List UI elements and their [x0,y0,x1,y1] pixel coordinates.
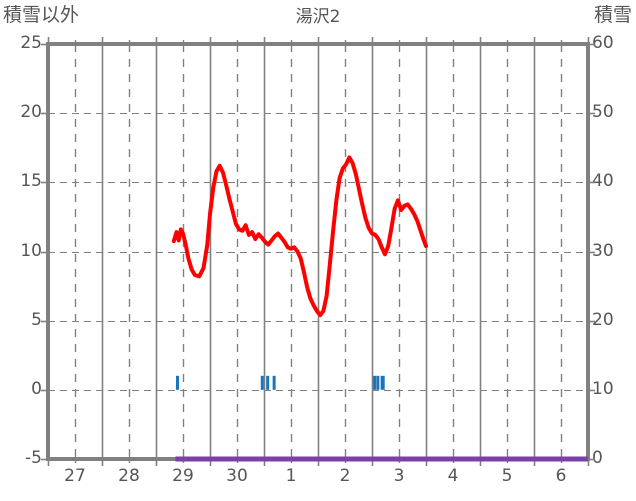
x-tick-5: 5 [501,466,513,486]
snow-depth-line [171,155,428,318]
left-tick-15: 15 [20,171,42,192]
right-tick-50: 50 [592,102,614,123]
left-tick-0: 0 [31,378,42,399]
precipitation-bars [175,375,385,390]
right-tick-60: 60 [592,33,614,53]
x-tick-2: 2 [339,466,351,486]
right-axis-title: 積雪 [593,4,632,26]
x-tick-29: 29 [172,466,194,486]
x-tick-4: 4 [447,466,459,486]
x-tick-30: 30 [226,466,248,486]
right-tick-20: 20 [592,309,614,330]
left-tick-10: 10 [20,240,42,261]
x-tick-6: 6 [555,466,567,486]
left-tick-25: 25 [20,33,42,53]
right-tick-40: 40 [592,171,614,192]
chart-title: 湯沢2 [295,7,341,27]
right-tick-0: 0 [592,448,603,468]
axis-ticks [41,37,595,466]
right-tick-10: 10 [592,378,614,399]
left-tick-5: 5 [31,309,42,330]
x-tick-27: 27 [64,466,86,486]
right-tick-30: 30 [592,240,614,261]
x-tick-3: 3 [393,466,405,486]
left-tick-20: 20 [20,102,42,123]
left-axis-title: 積雪以外 [3,4,80,26]
x-tick-1: 1 [285,466,297,486]
gridlines [48,44,588,459]
x-tick-28: 28 [118,466,140,486]
left-tick--5: -5 [25,448,42,468]
